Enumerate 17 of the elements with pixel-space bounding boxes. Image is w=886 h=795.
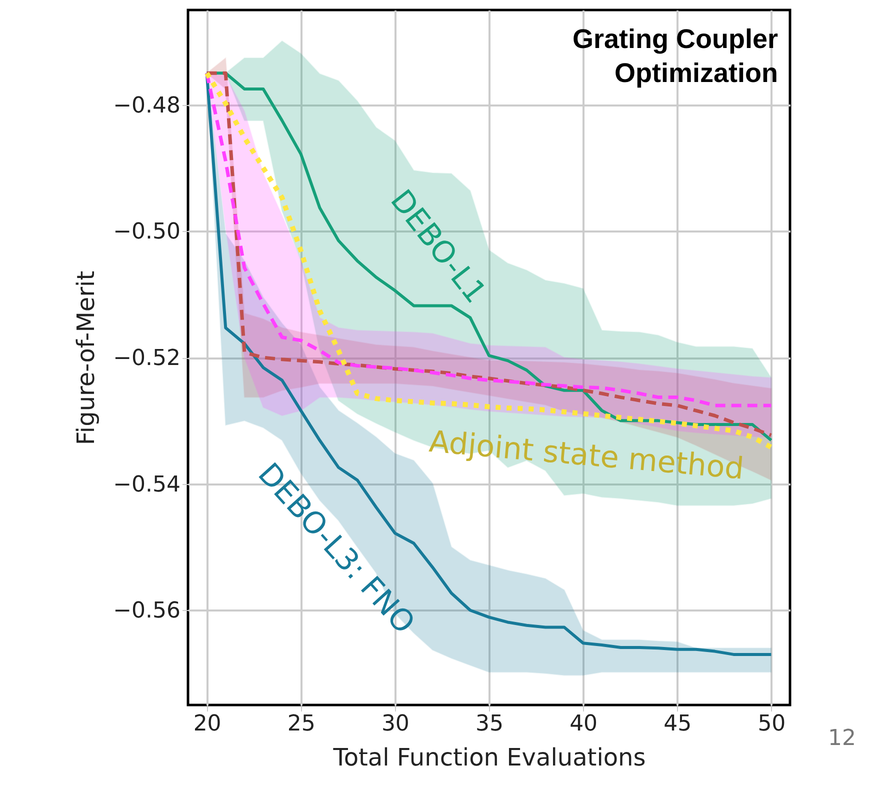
text: 12 [828, 726, 856, 751]
x-tick-label: 25 [287, 712, 316, 736]
y-tick-label: −0.52 [113, 346, 180, 371]
x-tick-label: 40 [570, 712, 598, 736]
x-tick-label: 30 [381, 712, 410, 736]
y-tick-label: −0.54 [113, 472, 180, 498]
x-tick-label: 50 [758, 712, 786, 736]
y-tick-label: −0.48 [113, 93, 180, 118]
x-tick-label: 20 [193, 712, 222, 736]
text: Grating Coupler Optimization [572, 24, 778, 88]
y-tick-label: −0.56 [113, 598, 180, 624]
y-tick-label: −0.50 [113, 220, 180, 245]
series-label: Adjoint state method [428, 424, 746, 487]
y-axis-title: Figure-of-Merit [72, 270, 100, 446]
x-axis-title: Total Function Evaluations [332, 744, 646, 772]
x-tick-label: 35 [476, 712, 504, 736]
x-tick-label: 45 [664, 712, 692, 736]
